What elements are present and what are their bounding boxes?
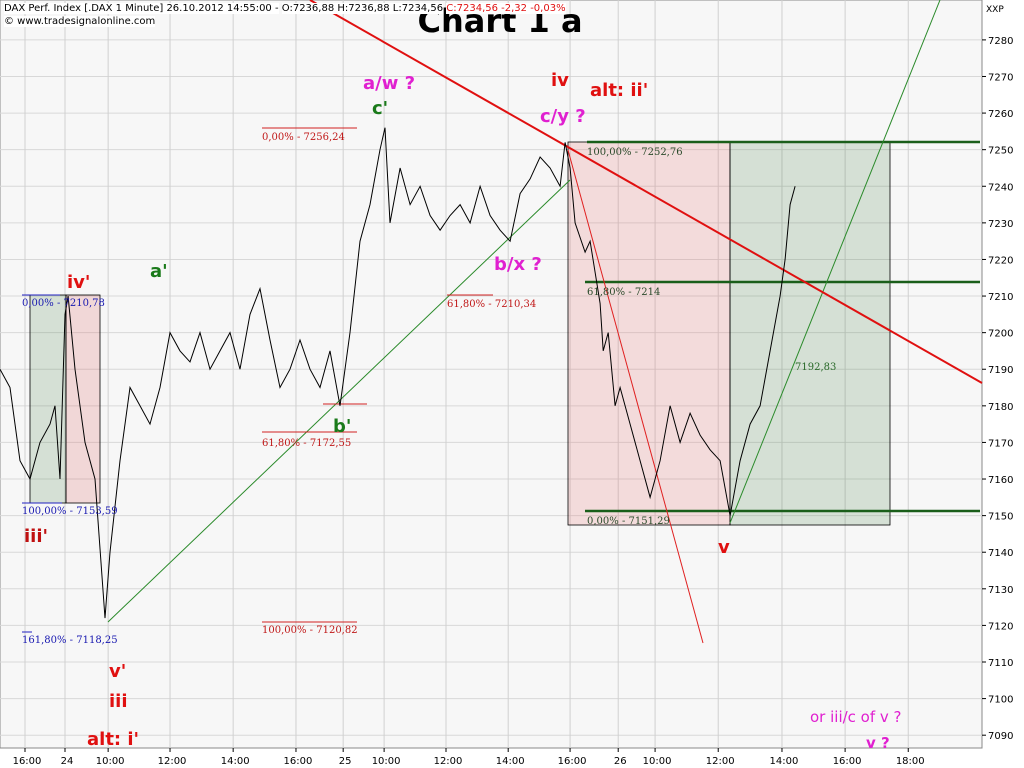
- x-tick-label: 14:00: [770, 756, 799, 767]
- x-tick-label: 24: [61, 756, 74, 767]
- x-tick-label: 16:00: [833, 756, 862, 767]
- box-green: [729, 141, 891, 526]
- trend-line: [567, 149, 704, 644]
- fib-label: 61,80% - 7214: [587, 287, 660, 298]
- y-tick-label: 7250: [988, 146, 1013, 157]
- wave-label: iii: [109, 691, 128, 712]
- y-tick-label: 7180: [988, 402, 1013, 413]
- series: [0, 127, 796, 619]
- y-tick-label: 7270: [988, 72, 1013, 83]
- x-tick-label: 14:00: [496, 756, 525, 767]
- wave-label: b/x ?: [494, 254, 542, 275]
- wave-label: b': [333, 416, 351, 437]
- fib-label: 61,80% - 7172,55: [262, 438, 351, 449]
- trend-line: [309, 0, 983, 384]
- x-tick-label: 12:00: [706, 756, 735, 767]
- wave-label: c/y ?: [540, 106, 586, 127]
- x-tick-label: 10:00: [372, 756, 401, 767]
- wave-label: v: [718, 537, 730, 558]
- box-pink: [567, 141, 731, 526]
- x-tick-label: 12:00: [434, 756, 463, 767]
- fib-label: 61,80% - 7210,34: [447, 299, 536, 310]
- x-tick-label: 26: [614, 756, 627, 767]
- wave-label: c': [372, 98, 388, 119]
- y-tick-label: 7260: [988, 109, 1013, 120]
- fib-label: 100,00% - 7153,59: [22, 506, 118, 517]
- x-tick-label: 16:00: [13, 756, 42, 767]
- wave-label: iv: [551, 70, 569, 91]
- x-tick-label: 18:00: [896, 756, 925, 767]
- wave-label: or iii/c of v ?: [810, 708, 902, 726]
- price-line: [0, 127, 796, 619]
- y-tick-label: 7150: [988, 512, 1013, 523]
- fib-lines-blue: [22, 294, 62, 633]
- symbol: XXP: [986, 5, 1004, 15]
- change: C:7234,56 -2,32 -0,03%: [446, 3, 566, 14]
- x-tick-label: 10:00: [96, 756, 125, 767]
- fib-label: 0,00% - 7151,29: [587, 516, 670, 527]
- y-tick-label: 7100: [988, 695, 1013, 706]
- copyright: © www.tradesignalonline.com: [4, 16, 156, 27]
- wave-label: a': [150, 261, 168, 282]
- wave-label: alt: ii': [590, 80, 648, 101]
- y-tick-label: 7120: [988, 621, 1013, 632]
- ohl: O:7236,88 H:7236,88 L:7234,56: [281, 3, 444, 14]
- fib-lines: [262, 127, 493, 623]
- fib-label: 0,00% - 7256,24: [262, 132, 345, 143]
- y-tick-label: 7240: [988, 182, 1013, 193]
- y-tick-label: 7160: [988, 475, 1013, 486]
- y-tick-label: 7220: [988, 255, 1013, 266]
- y-tick-label: 7140: [988, 548, 1013, 559]
- wave-label: iv': [67, 272, 90, 293]
- y-tick-label: 7130: [988, 585, 1013, 596]
- y-tick-label: 7190: [988, 365, 1013, 376]
- y-tick-label: 7230: [988, 219, 1013, 230]
- y-tick-label: 7210: [988, 292, 1013, 303]
- fib-label: 0,00% - 7210,78: [22, 298, 105, 309]
- y-tick-label: 7280: [988, 36, 1013, 47]
- wave-label: v ?: [866, 734, 890, 752]
- wave-label: alt: i': [87, 729, 139, 750]
- trend-line: [729, 0, 941, 524]
- header-line: © www.tradesignalonline.com: [4, 15, 566, 28]
- y-tick-label: 7170: [988, 438, 1013, 449]
- fib-label: 7192,83: [795, 362, 836, 373]
- x-tick-label: 10:00: [643, 756, 672, 767]
- wave-label: v': [109, 661, 126, 682]
- header-line: DAX Perf. Index [.DAX 1 Minute] 26.10.20…: [4, 2, 566, 15]
- wave-label: iii': [24, 526, 48, 547]
- x-tick-label: 16:00: [284, 756, 313, 767]
- fib-label: 161,80% - 7118,25: [22, 635, 118, 646]
- fib-label: 100,00% - 7120,82: [262, 625, 358, 636]
- y-tick-label: 7110: [988, 658, 1013, 669]
- x-tick-label: 16:00: [558, 756, 587, 767]
- fib-label: 100,00% - 7252,76: [587, 147, 683, 158]
- x-tick-label: 12:00: [158, 756, 187, 767]
- header: DAX Perf. Index [.DAX 1 Minute] 26.10.20…: [4, 2, 566, 28]
- wave-label: a/w ?: [363, 73, 415, 94]
- x-tick-label: 25: [339, 756, 352, 767]
- plot-area: [0, 0, 983, 749]
- instrument: DAX Perf. Index [.DAX 1 Minute] 26.10.20…: [4, 3, 279, 14]
- y-tick-label: 7200: [988, 329, 1013, 340]
- y-tick-label: 7090: [988, 731, 1013, 742]
- x-tick-label: 14:00: [221, 756, 250, 767]
